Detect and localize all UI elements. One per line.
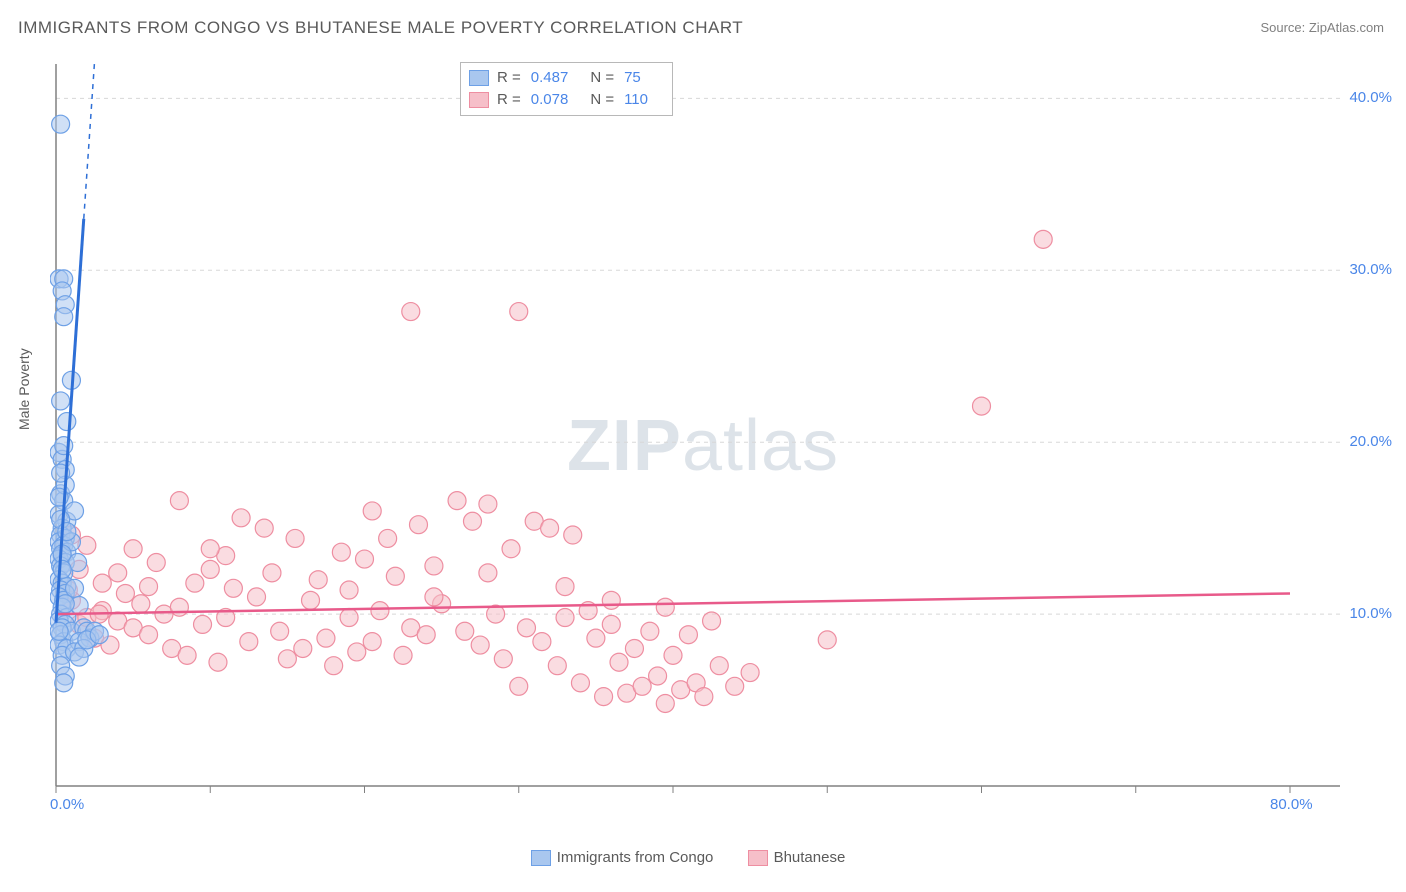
legend-swatch-congo [469,70,489,86]
y-tick-label: 30.0% [1349,261,1392,278]
legend-correlation: R = 0.487 N = 75 R = 0.078 N = 110 [460,62,673,116]
y-tick-label: 40.0% [1349,89,1392,106]
legend-label-congo: Immigrants from Congo [557,849,714,866]
r-label: R = [497,67,521,89]
x-tick-label: 80.0% [1270,796,1313,813]
y-axis-label: Male Poverty [16,348,32,430]
y-tick-label: 20.0% [1349,433,1392,450]
x-tick-label: 0.0% [50,796,84,813]
n-value-bhutanese: 110 [624,89,648,111]
legend-label-bhutanese: Bhutanese [774,849,846,866]
scatter-chart [50,60,1350,810]
r-label: R = [497,89,521,111]
y-tick-label: 10.0% [1349,605,1392,622]
legend-swatch-bhutanese [748,850,768,866]
n-label: N = [590,89,614,111]
r-value-bhutanese: 0.078 [531,89,569,111]
n-value-congo: 75 [624,67,641,89]
r-value-congo: 0.487 [531,67,569,89]
legend-series: Immigrants from Congo Bhutanese [0,848,1406,866]
legend-swatch-congo [531,850,551,866]
chart-title: IMMIGRANTS FROM CONGO VS BHUTANESE MALE … [18,18,743,38]
n-label: N = [590,67,614,89]
legend-swatch-bhutanese [469,92,489,108]
source-label: Source: ZipAtlas.com [1260,20,1384,35]
